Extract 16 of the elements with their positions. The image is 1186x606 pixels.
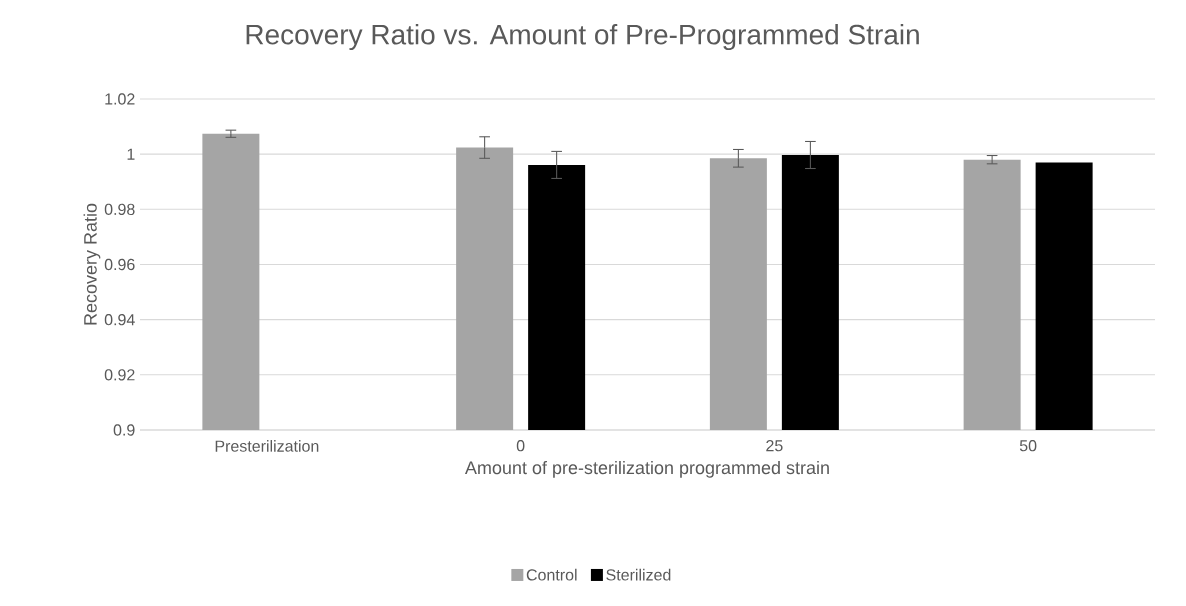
y-axis-title: Recovery Ratio (83, 203, 101, 325)
x-tick-label: 25 (766, 440, 783, 452)
x-axis-title: Amount of pre-sterilization programmed strain (464, 460, 829, 478)
y-tick-label: 0.98 (104, 203, 135, 215)
y-tick-label: 1 (127, 148, 135, 160)
y-tick-label: 0.9 (113, 424, 135, 436)
x-tick-label: 50 (1019, 440, 1037, 452)
x-tick-label: Presterilization (215, 440, 319, 452)
y-tick-label: 1.02 (105, 93, 135, 105)
legend-label: Control (526, 568, 577, 581)
y-tick-label: 0.94 (104, 314, 135, 326)
legend-label: Sterilized (606, 568, 671, 581)
chart-title: Recovery Ratio vs. Amount of Pre-Programmed Strain (246, 24, 919, 51)
y-tick-label: 0.96 (104, 258, 135, 271)
x-tick-label: 0 (516, 440, 525, 452)
y-tick-label: 0.92 (104, 369, 135, 381)
